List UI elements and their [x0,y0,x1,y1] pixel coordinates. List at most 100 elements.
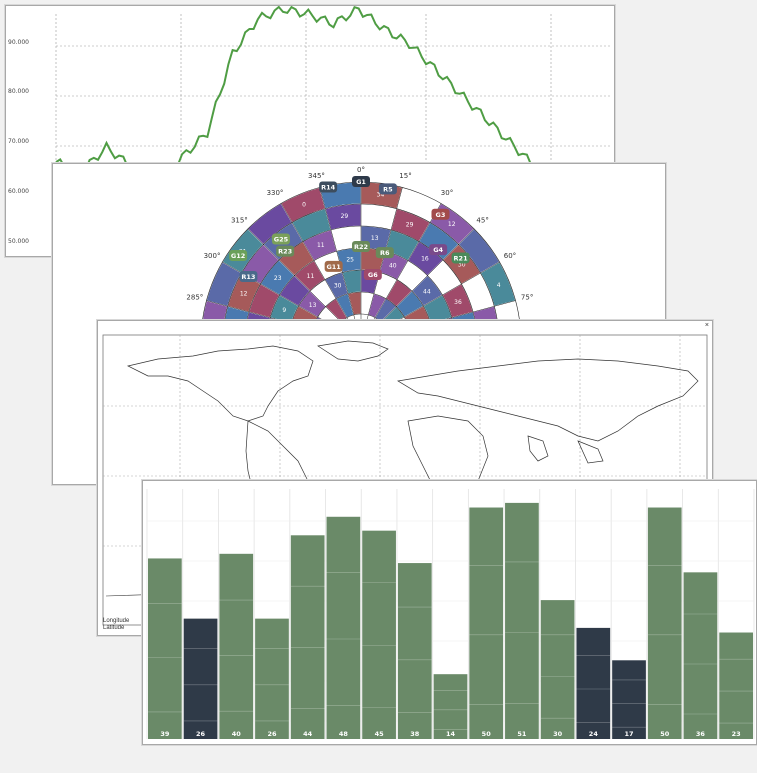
satellite-label: G6 [368,271,378,279]
satellite-badge [363,269,382,281]
azimuth-label: 345° [308,172,325,180]
bar-value-label: 36 [696,730,706,738]
satellite-label: G12 [231,252,245,260]
bar-value-label: 26 [267,730,277,738]
satellite-badge [429,244,448,256]
sky-cell-value: 30 [334,283,342,290]
bar [576,627,611,739]
satellite-label: G11 [326,263,341,271]
azimuth-line [360,187,403,343]
satellite-label: G1 [356,178,366,186]
bar-value-label: 38 [410,730,420,738]
sky-cell-value: 12 [240,290,248,297]
satellite-badge [319,181,338,193]
bar-value-label: 44 [303,730,313,738]
azimuth-label: 0° [357,166,365,174]
azimuth-label: 30° [441,189,453,197]
satellite-badge [239,271,258,282]
bar [719,632,753,739]
bar-value-label: 30 [553,730,563,738]
sky-cell-value: 29 [341,213,349,220]
sky-cell-value: 13 [309,302,317,309]
satellite-label: G4 [433,246,443,254]
bar-value-label: 17 [625,730,634,738]
y-tick-label: 70.000 [8,138,29,145]
satellite-label: R14 [321,183,336,191]
bar [183,618,218,739]
sky-cell-value: 4 [497,282,501,289]
sky-cell-value: 25 [346,257,354,264]
bar [362,530,396,739]
azimuth-label: 315° [231,216,248,224]
bar-value-label: 26 [196,730,206,738]
close-icon[interactable]: × [704,322,709,329]
sky-cell-value: 30 [458,262,466,269]
bar-chart: 39 26 40 26 44 48 45 38 14 50 51 30 24 17 50 36 23 [146,489,755,739]
sky-cell-value: 0 [302,201,306,208]
satellite-label: R6 [380,249,390,257]
y-tick-label: 50.000 [8,238,29,245]
bar-value-label: 14 [446,730,456,738]
sky-cell-value: 23 [274,275,282,282]
azimuth-label: 330° [267,189,284,197]
azimuth-label: 60° [504,252,516,260]
azimuth-label: 75° [521,293,533,301]
bar [683,572,718,739]
bar [469,507,504,739]
satellite-badge [431,208,450,220]
azimuth-label: 45° [476,216,488,224]
satellite-badge [378,183,397,195]
coordinate-info: Longitude Latitude [103,618,129,632]
satellite-label: G25 [274,236,289,244]
sky-cell-value: 16 [421,256,429,263]
bar [397,563,432,739]
bar-value-label: 24 [589,730,599,738]
bar [612,660,646,739]
bar [505,502,539,739]
bar [540,600,575,739]
bar [326,516,361,739]
bar [255,618,289,739]
azimuth-line [280,203,362,343]
satellite-label: R5 [383,185,393,193]
sky-cell-value: 11 [307,273,315,280]
sky-cell-value: 12 [448,221,456,228]
sky-cell-value: 40 [389,262,397,269]
bar [290,535,325,739]
bar-value-label: 48 [339,730,349,738]
bar-value-label: 51 [517,730,527,738]
latitude-label: Latitude [103,625,125,631]
longitude-label: Longitude [103,618,130,624]
sky-cell-value: 36 [454,299,462,306]
y-tick-label: 90.000 [8,39,29,46]
y-tick-label: 60.000 [8,188,29,195]
satellite-badge [352,176,370,187]
satellite-label: R23 [278,248,292,256]
bar [647,507,682,739]
bar [148,558,182,739]
bar [219,553,254,739]
sky-cell-value: 34 [377,191,385,198]
sky-cell-value: 44 [423,288,431,295]
satellite-label: R13 [241,273,255,281]
bar-value-label: 50 [660,730,670,738]
satellite-badge [352,241,370,252]
satellite-label: R22 [354,243,368,251]
satellite-badge [229,249,248,261]
satellite-badge [451,252,470,264]
bar-value-label: 23 [732,730,741,738]
satellite-badge [271,233,290,245]
satellite-label: G3 [436,211,446,219]
sky-cell-value: 11 [317,242,325,249]
satellite-badge [276,245,295,257]
bar-value-label: 40 [232,730,242,738]
bar [433,674,468,739]
bar-value-label: 39 [160,730,170,738]
bar-value-label: 50 [482,730,492,738]
bar-value-label: 45 [375,730,385,738]
signal-bar-chart-window[interactable]: 39 26 40 26 44 48 45 38 14 50 51 30 24 17 50 36 23 [142,480,757,745]
sky-cell-value: 29 [406,222,414,229]
azimuth-label: 285° [186,293,203,301]
satellite-badge [324,260,343,272]
sky-cell-value: 9 [282,307,286,314]
